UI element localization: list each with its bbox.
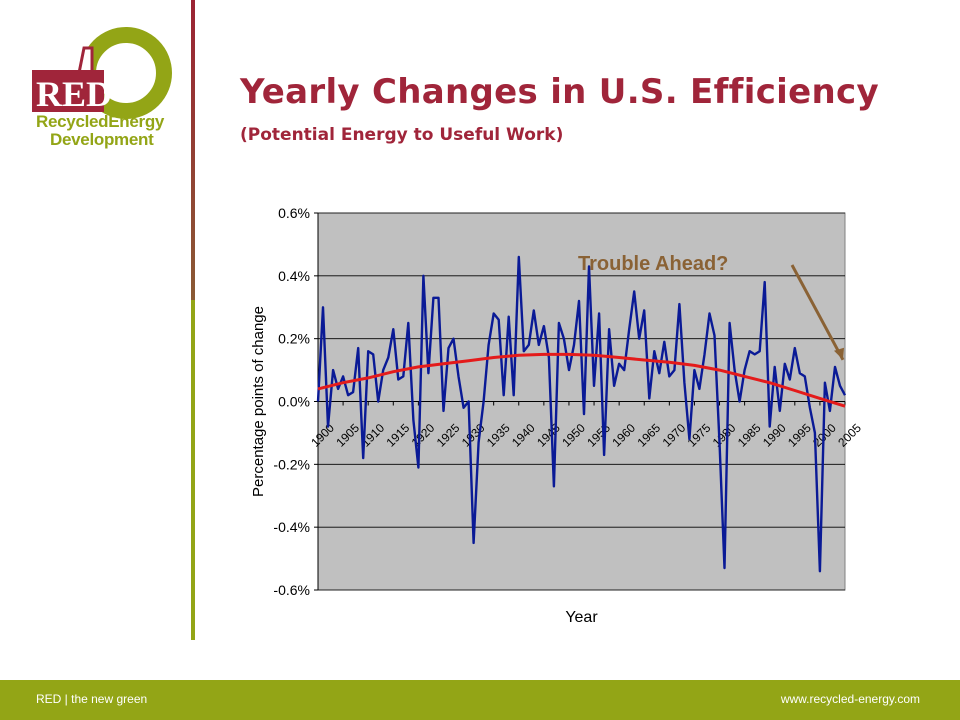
- y-tick-label: -0.2%: [273, 456, 310, 472]
- footer-tagline: RED | the new green: [36, 692, 148, 706]
- logo-wordmark: RecycledEnergy Development: [36, 113, 164, 149]
- logo-mark: RED: [36, 74, 112, 114]
- y-tick-label: 0.0%: [278, 394, 310, 410]
- y-tick-label: 0.4%: [278, 268, 310, 284]
- logo-line1: RecycledEnergy: [36, 112, 165, 131]
- annotation-arrow: [790, 264, 845, 361]
- y-tick-label: -0.4%: [273, 519, 310, 535]
- footer-bar: RED | the new green www.recycled-energy.…: [0, 680, 960, 720]
- y-axis-title: Percentage points of change: [250, 306, 267, 497]
- y-tick-label: -0.6%: [273, 582, 310, 598]
- efficiency-chart: 0.6%0.4%0.2%0.0%-0.2%-0.4%-0.6%190019051…: [250, 205, 864, 626]
- divider-bar-top: [191, 0, 195, 300]
- slide-subtitle: (Potential Energy to Useful Work): [240, 125, 564, 145]
- footer-website: www.recycled-energy.com: [780, 692, 920, 706]
- annotation-arrowhead: [834, 347, 844, 360]
- y-tick-label: 0.6%: [278, 205, 310, 221]
- series-trend-line: [317, 352, 846, 408]
- divider-bar-bottom: [191, 300, 195, 640]
- red-logo: RED: [32, 27, 172, 119]
- series-yearly-change-line: [316, 255, 847, 573]
- annotation-label: Trouble Ahead?: [578, 253, 728, 275]
- slide-title: Yearly Changes in U.S. Efficiency: [240, 72, 879, 112]
- logo-line2: Development: [50, 130, 154, 149]
- y-tick-label: 0.2%: [278, 331, 310, 347]
- x-axis-title: Year: [565, 609, 598, 626]
